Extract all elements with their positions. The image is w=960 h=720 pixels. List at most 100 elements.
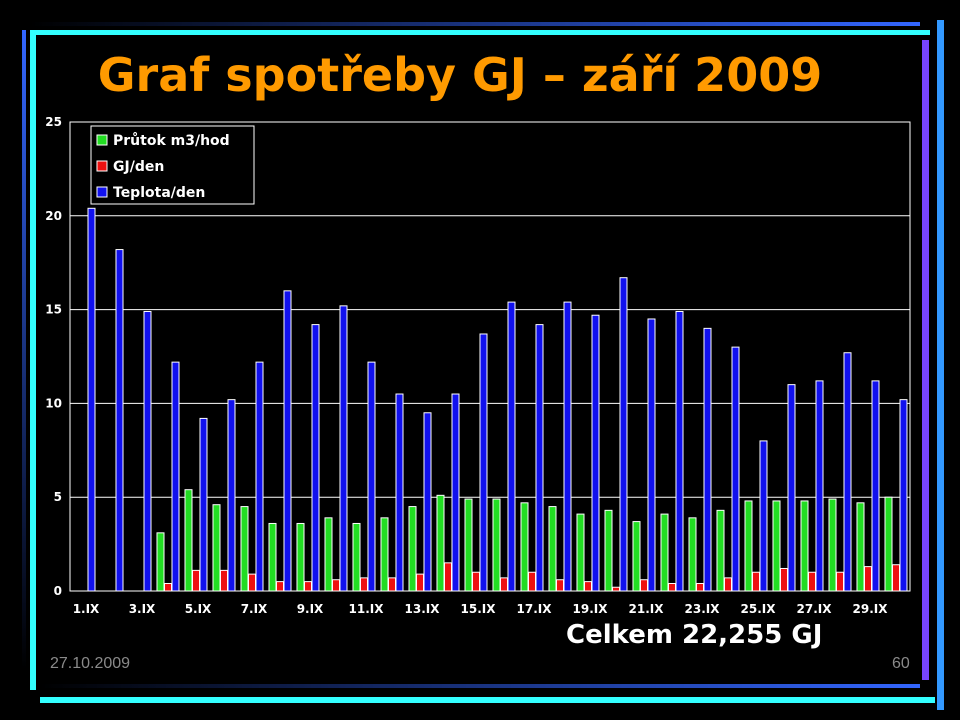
x-tick-label: 15.IX [461,602,497,616]
legend-swatch [96,186,108,198]
legend-label: Teplota/den [113,185,205,201]
x-tick-label: 5.IX [185,602,212,616]
x-tick-label: 19.IX [573,602,609,616]
temp-bar [591,314,600,592]
gj-bar [444,562,452,592]
flow-bar [632,521,641,592]
temp-bar [339,305,348,592]
legend: Průtok m3/hod GJ/den Teplota/den [90,125,255,205]
frame-right-line-purple [922,40,929,680]
flow-bar [800,500,809,592]
axis-layer: 0 5 10 15 20 25 1.IX 3.IX 5.IX 7.IX 9.IX 11.IX 13.IX… [45,115,888,616]
page-number: 60 [892,655,910,672]
legend-swatch [96,134,108,146]
x-tick-label: 11.IX [349,602,385,616]
temp-bar [143,310,152,592]
temp-bar [535,324,544,592]
y-tick-label: 25 [45,115,62,129]
flow-bar [548,506,557,592]
temp-bar [255,361,264,592]
gj-bar [752,571,760,592]
legend-label: GJ/den [113,159,164,175]
temp-bar [619,277,628,592]
flow-bar [520,502,529,592]
gj-bar [248,573,256,592]
flow-bar [268,522,277,592]
temp-bar [87,207,96,592]
temp-bar [423,412,432,592]
grid-layer [69,121,911,592]
flow-bar [296,522,305,592]
temp-bar [787,384,796,592]
gj-bar [724,577,732,592]
flow-bar [240,506,249,592]
flow-bar [212,504,221,592]
x-tick-label: 13.IX [405,602,441,616]
temp-bar [563,301,572,592]
gj-bar [696,582,704,592]
temp-bar [899,399,908,592]
temp-bar [815,380,824,592]
flow-bar [660,513,669,592]
temp-bar [843,352,852,592]
slide-title: Graf spotřeby GJ – září 2009 [97,48,823,102]
frame-top-line-blue [30,22,920,26]
temp-bar [731,346,740,592]
flow-bar [436,494,445,592]
y-tick-label: 15 [45,303,62,317]
temp-bar [871,380,880,592]
gj-bar [892,564,900,592]
flow-bar [464,498,473,592]
temp-bar [311,324,320,592]
gj-bar [808,571,816,592]
flow-bar [380,517,389,592]
gj-bar [836,571,844,592]
x-tick-label: 7.IX [241,602,268,616]
legend-box [90,125,255,205]
y-tick-label: 10 [45,396,62,410]
x-tick-label: 21.IX [629,602,665,616]
temp-bar [395,393,404,592]
x-tick-label: 27.IX [797,602,833,616]
gj-bar [500,577,508,592]
gj-bar [332,579,340,592]
temp-bar [507,301,516,592]
gj-bar [612,586,620,592]
x-tick-label: 1.IX [73,602,100,616]
gj-bar [416,573,424,592]
gj-bar [584,581,592,592]
flow-bar [884,496,893,592]
frame-bottom-line-cyan [40,697,935,703]
legend-label: Průtok m3/hod [113,132,230,149]
gj-bar [276,581,284,592]
footer-date: 27.10.2009 [50,655,131,672]
flow-bar [856,502,865,592]
flow-bar [604,509,613,592]
flow-bar [352,522,361,592]
gj-bar [668,582,676,592]
temp-bar [479,333,488,592]
gj-bar [556,579,564,592]
gj-bar [388,577,396,592]
flow-bar [408,506,417,592]
flow-bar [772,500,781,592]
gj-bar [640,579,648,592]
bars-layer [87,207,908,592]
x-tick-label: 29.IX [853,602,889,616]
total-label: Celkem 22,255 GJ [566,620,823,650]
x-tick-label: 23.IX [685,602,721,616]
frame-right-line-blue [937,20,944,710]
y-tick-label: 20 [45,209,62,223]
temp-bar [171,361,180,592]
y-tick-label: 5 [54,490,62,504]
flow-bar [576,513,585,592]
x-tick-label: 17.IX [517,602,553,616]
temp-bar [675,310,684,592]
temp-bar [283,290,292,592]
temp-bar [227,399,236,592]
gj-bar [472,571,480,592]
flow-bar [828,498,837,592]
flow-bar [324,517,333,592]
temp-bar [115,249,124,592]
